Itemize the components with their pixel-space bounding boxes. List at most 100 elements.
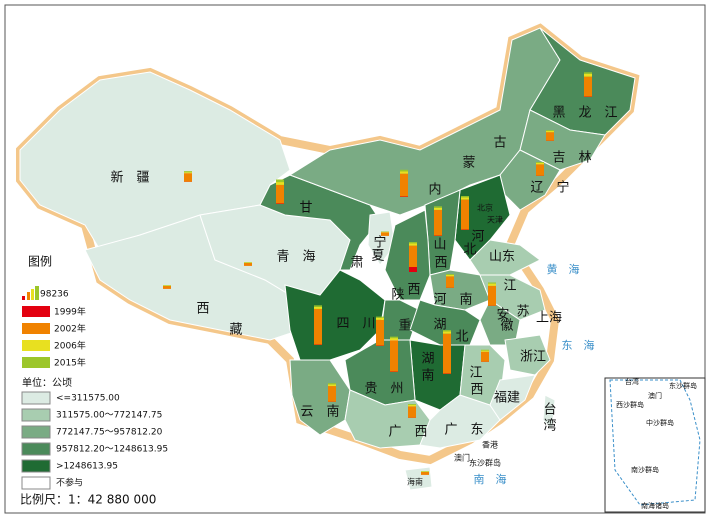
region-label: 青 海 — [276, 250, 315, 265]
bar-segment — [314, 306, 322, 309]
region-label: 西 — [196, 302, 209, 317]
region-label: 浙江 — [520, 350, 546, 365]
region-label: 肃 — [350, 256, 363, 271]
region-label: 河 南 — [433, 292, 472, 308]
province — [489, 374, 536, 421]
province — [367, 211, 396, 266]
sea-label: 东 海 — [562, 338, 595, 352]
region-label: 宁 — [373, 235, 386, 251]
inset-label: 西沙群岛 — [616, 400, 644, 409]
bar-segment — [488, 283, 496, 286]
region-label: 西 — [434, 256, 447, 271]
legend-class: <=311575.00 — [56, 394, 120, 404]
legend-swatch — [21, 408, 51, 422]
legend-swatch — [22, 357, 50, 368]
region-label: 甘 — [299, 201, 312, 216]
province — [384, 209, 431, 301]
province — [289, 359, 351, 436]
bar-segment — [409, 267, 417, 272]
bar-segment — [481, 350, 489, 352]
bar-segment — [184, 172, 192, 174]
bar-segment — [443, 331, 451, 334]
region-label: 新 疆 — [110, 170, 149, 186]
inset-label: 澳门 — [648, 391, 662, 400]
legend-swatch — [21, 391, 51, 405]
region-label: 海南 — [407, 477, 423, 487]
bar-segment — [400, 169, 408, 172]
region-label: 四 川 — [336, 317, 375, 332]
region-label: 黑 龙 江 — [552, 106, 617, 121]
legend-swatch — [21, 476, 51, 490]
region-label: 江 — [469, 366, 482, 381]
region-label: 江 — [503, 279, 516, 294]
region-label: 辽 宁 — [530, 180, 569, 196]
bar-segment — [276, 182, 284, 185]
bar-segment — [400, 173, 408, 197]
legend-bar-icon — [22, 296, 25, 300]
bar-segment — [244, 263, 252, 266]
bar-segment — [390, 338, 398, 341]
bar-segment — [376, 316, 384, 318]
bar-segment — [461, 197, 469, 200]
region-label: 南 — [421, 368, 434, 384]
region-label: 西 — [407, 283, 420, 298]
legend-year: 2002年 — [54, 323, 86, 335]
legend-year: 1999年 — [54, 306, 86, 318]
province — [504, 334, 551, 376]
region-label: 北 — [463, 243, 476, 258]
legend-title: 图例 — [28, 255, 52, 269]
bar-segment — [381, 232, 389, 236]
legend-swatch — [21, 425, 51, 439]
region-label: 藏 — [229, 323, 242, 338]
sea-label: 黄 海 — [547, 262, 580, 276]
legend-bar-icon — [27, 292, 30, 300]
region-label: 湖 — [421, 352, 434, 367]
bar-segment — [390, 336, 398, 339]
region-label: 台 — [543, 403, 556, 418]
bar-segment — [314, 305, 322, 307]
region-label: 安 — [496, 308, 509, 323]
inset-label: 南海诸岛 — [641, 501, 669, 510]
region-label: 山 — [433, 238, 446, 253]
bar-segment — [376, 319, 384, 346]
sea-label: 南 海 — [474, 472, 507, 486]
inset-frame — [604, 377, 706, 513]
region-label: 徽 — [500, 319, 513, 334]
legend-swatch — [21, 459, 51, 473]
bar-segment — [434, 206, 442, 208]
bar-segment — [328, 383, 336, 385]
inset-label: 中沙群岛 — [646, 418, 674, 427]
region-label: 山东 — [489, 250, 515, 265]
region-label: 贵 州 — [364, 382, 403, 397]
legend-year: 2015年 — [54, 357, 86, 369]
bar-segment — [481, 351, 489, 362]
bar-segment — [584, 76, 592, 97]
region-label: 香港 — [482, 440, 498, 450]
legend: 图例 98236 单位：公顷 比例尺：1：42 880 000 — [20, 255, 156, 507]
region-label: 古 — [493, 136, 506, 151]
legend-year: 2006年 — [54, 340, 86, 352]
bar-segment — [488, 282, 496, 284]
region-label: 北京 — [477, 203, 493, 213]
legend-swatch — [22, 323, 50, 334]
bar-segment — [408, 406, 416, 418]
bar-segment — [584, 72, 592, 74]
bar-segment — [409, 243, 417, 246]
region-label: 湖 — [433, 318, 446, 333]
bar-segment — [408, 404, 416, 407]
scale-text: 比例尺：1：42 880 000 — [20, 493, 156, 507]
bar-segment — [276, 184, 284, 204]
inset-label: 台湾 — [625, 377, 639, 386]
region-label: 福建 — [494, 391, 520, 406]
bar-segment — [376, 317, 384, 320]
bar-segment — [536, 164, 544, 176]
legend-class: >1248613.95 — [56, 462, 118, 472]
bar-segment — [536, 162, 544, 163]
legend-bar-scale — [35, 286, 39, 300]
region-label: 吉 林 — [552, 151, 591, 166]
legend-class: 957812.20～1248613.95 — [56, 445, 168, 455]
bar-segment — [328, 386, 336, 402]
bar-segment — [461, 196, 469, 198]
